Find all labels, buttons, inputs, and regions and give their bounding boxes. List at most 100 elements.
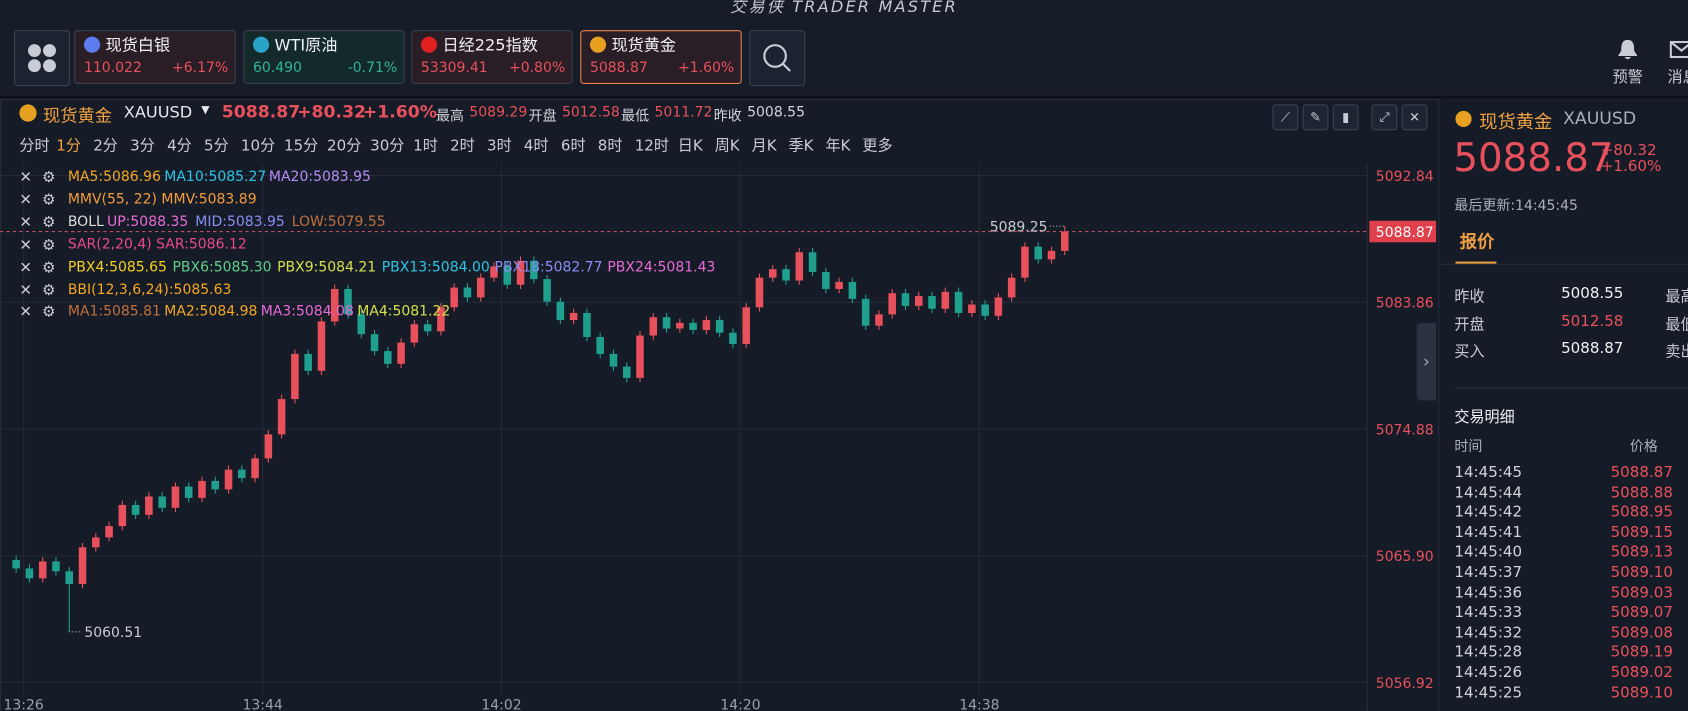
indicator-value: PBX18:5082.77 [494,259,603,276]
indicator-settings[interactable]: ⚙ [41,281,56,299]
tool-button[interactable]: ✎ [1302,104,1329,131]
bell-icon[interactable] [1615,38,1641,62]
timeframe-button[interactable]: 更多 [862,137,893,156]
timeframe-button[interactable]: 季K [788,137,814,156]
timeframe-button[interactable]: 6时 [560,137,586,156]
timeframe-button[interactable]: 30分 [370,137,405,156]
timeframe-button[interactable]: 周K [714,137,740,156]
indicator-value: MA3:5084.08 [260,304,354,321]
remove-indicator[interactable]: ✕ [19,281,33,299]
candle-body [105,526,113,538]
remove-indicator[interactable]: ✕ [19,236,33,254]
candle-body [1047,250,1056,260]
ticker-change: +0.80% [508,60,566,77]
quote-label: 开盘 [1454,315,1485,334]
alert-label[interactable]: 预警 [1612,68,1643,87]
timeframe-button[interactable]: 12时 [634,137,669,156]
candle-body [1021,246,1029,278]
candle-body [994,297,1003,316]
timeframe-button[interactable]: 年K [825,137,851,156]
tool-button[interactable]: ⟋ [1272,104,1299,131]
y-tick-label: 5065.90 [1376,549,1434,565]
timeframe-button[interactable]: 4时 [523,137,549,156]
candle-body [516,260,525,285]
candle-body [609,353,618,367]
tool-button[interactable]: ✕ [1401,104,1428,131]
trades-title: 交易明细 [1454,409,1515,427]
candle-body [211,480,220,490]
candle-body [78,547,87,584]
message-label[interactable]: 消息 [1667,68,1688,87]
candle-body [277,399,286,435]
candle-body [238,469,246,479]
timeframe-button[interactable]: 3时 [487,137,512,156]
ticker-card[interactable] [411,30,573,84]
symbol-dropdown[interactable]: ▼ [201,104,210,117]
collapse-button[interactable]: › [1416,322,1437,401]
remove-indicator[interactable]: ✕ [19,191,33,209]
remove-indicator[interactable]: ✕ [19,214,33,232]
candle-body [65,571,74,584]
tool-button[interactable]: ▮ [1332,104,1359,131]
remove-indicator[interactable]: ✕ [19,259,33,277]
ticker-price: 5088.87 [589,60,648,77]
timeframe-button[interactable]: 8时 [597,137,623,156]
timeframe-button[interactable]: 5分 [204,137,229,156]
indicator-settings[interactable]: ⚙ [41,236,56,254]
mail-icon[interactable] [1669,40,1688,59]
indicator-settings[interactable]: ⚙ [41,191,56,209]
y-tick-label: 5092.84 [1376,169,1434,185]
tool-button[interactable]: ⤢ [1371,104,1398,131]
indicator-settings[interactable]: ⚙ [41,214,56,232]
candle-body [198,480,206,498]
trade-time: 14:45:25 [1454,684,1523,702]
trades-header: 时间 [1454,439,1483,456]
candle-body [397,342,405,364]
ticker-card[interactable] [580,30,742,84]
timeframe-button[interactable]: 日K [677,137,703,156]
trade-price: 5088.87 [1610,463,1673,482]
indicator-settings[interactable]: ⚙ [41,169,56,187]
x-tick-label: 14:02 [481,697,521,710]
timeframe-button[interactable]: 4分 [167,137,192,156]
candle-body [954,291,963,313]
timeframe-button[interactable]: 20分 [327,137,362,156]
indicator-value: LOW:5079.55 [291,214,386,231]
side-panel [1440,99,1688,711]
trade-time: 14:45:41 [1454,524,1523,542]
app-menu-button[interactable] [13,30,70,87]
x-tick-label: 13:26 [4,697,44,710]
timeframe-button[interactable]: 月K [751,137,777,156]
symbol-icon [19,104,37,122]
ticker-icon [252,36,270,53]
candle-body [808,252,817,273]
indicator-settings[interactable]: ⚙ [41,259,56,277]
candle-body [38,561,47,579]
indicator-settings[interactable]: ⚙ [41,304,56,322]
timeframe-button[interactable]: 1分 [56,137,81,156]
remove-indicator[interactable]: ✕ [19,304,33,322]
candle-body [875,314,883,326]
trade-price: 5089.07 [1610,604,1673,622]
ticker-card[interactable] [243,30,405,84]
side-icon [1455,110,1472,128]
timeframe-button[interactable]: 3分 [130,137,155,156]
indicator-value: MID:5083.95 [195,214,285,231]
remove-indicator[interactable]: ✕ [19,169,33,187]
timeframe-button[interactable]: 15分 [283,137,319,156]
timeframe-button[interactable]: 10分 [240,137,276,156]
side-tab[interactable]: 报价 [1459,231,1495,252]
candle-body [1007,277,1016,298]
timeframe-button[interactable]: 2分 [93,137,118,156]
candle-body [914,296,923,306]
divider [0,95,1688,98]
candle-body [131,504,140,515]
trade-time: 14:45:44 [1454,484,1523,502]
timeframe-button[interactable]: 2时 [450,137,475,156]
search-button[interactable] [749,30,806,87]
ticker-card[interactable] [74,30,236,84]
timeframe-button[interactable]: 1时 [413,137,438,156]
timeframe-button[interactable]: 分时 [19,137,50,156]
